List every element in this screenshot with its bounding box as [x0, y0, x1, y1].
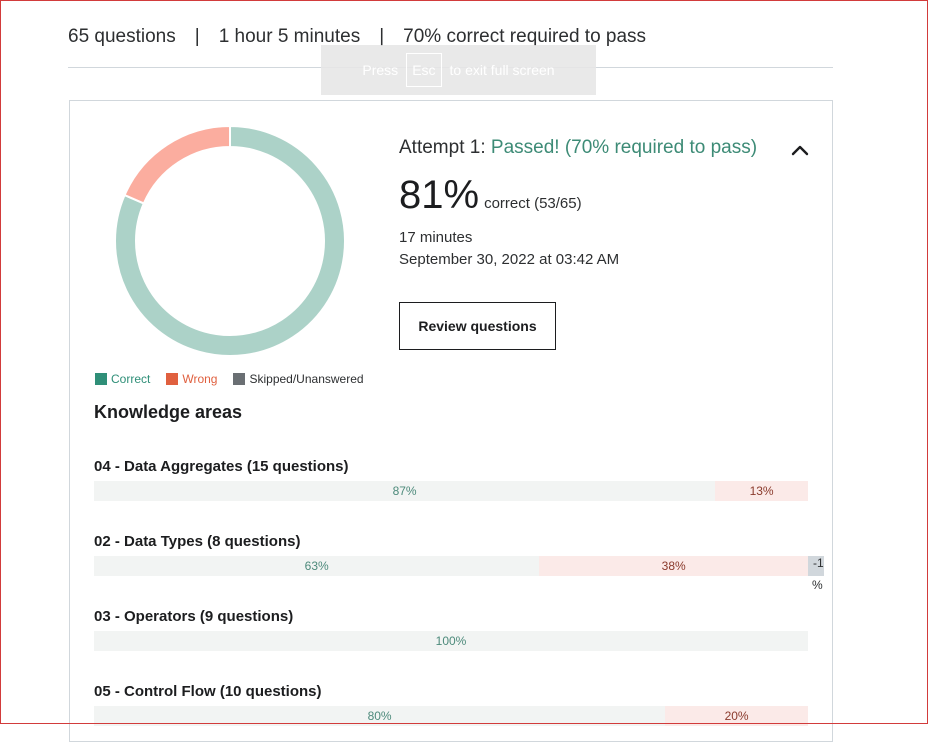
knowledge-area-bar: 80% 20%	[94, 706, 808, 726]
score-detail: correct (53/65)	[484, 195, 582, 212]
attempt-status: Passed! (70% required to pass)	[490, 137, 758, 158]
knowledge-areas-title: Knowledge areas	[94, 402, 243, 422]
bar-segment-skipped: -1	[807, 556, 824, 576]
summary-separator: |	[379, 26, 385, 47]
bar-segment-wrong: 20%	[665, 706, 808, 726]
attempt-card: Correct Wrong Skipped/Unanswered Attempt…	[69, 100, 833, 742]
review-questions-button[interactable]: Review questions	[399, 302, 556, 350]
score-percent: 81%	[399, 173, 480, 217]
score: 81% correct (53/65)	[399, 173, 582, 218]
attempt-heading: Attempt 1: Passed! (70% required to pass…	[399, 137, 757, 159]
fullscreen-notice-suffix: to exit full screen	[449, 62, 555, 78]
legend-label-skipped: Skipped/Unanswered	[249, 372, 364, 386]
bar-segment-skipped-wrap: -1 %	[807, 556, 824, 592]
legend-correct: Correct	[95, 372, 150, 386]
legend-swatch-skipped	[233, 373, 246, 385]
legend-wrong: Wrong	[166, 372, 217, 386]
fullscreen-notice: Press Esc to exit full screen	[321, 45, 596, 95]
legend-skipped: Skipped/Unanswered	[233, 372, 364, 386]
attempt-duration: 17 minutes	[399, 229, 473, 246]
bar-segment-correct: 80%	[94, 706, 666, 726]
legend-swatch-wrong	[166, 373, 179, 385]
attempt-label: Attempt 1:	[399, 137, 486, 158]
question-count: 65 questions	[68, 26, 176, 47]
bar-segment-wrong: 13%	[715, 481, 808, 501]
results-donut-chart	[115, 126, 345, 356]
knowledge-area: 04 - Data Aggregates (15 questions) 87% …	[94, 457, 808, 501]
knowledge-area: 02 - Data Types (8 questions) 63% 38% -1…	[94, 532, 824, 592]
bar-segment-skipped-unit: %	[811, 578, 823, 592]
knowledge-area: 03 - Operators (9 questions) 100%	[94, 607, 808, 651]
knowledge-area-title: 03 - Operators (9 questions)	[94, 608, 294, 625]
attempt-date: September 30, 2022 at 03:42 AM	[399, 251, 620, 268]
knowledge-area-bar: 100%	[94, 631, 808, 651]
bar-segment-wrong: 38%	[539, 556, 808, 576]
knowledge-area-title: 02 - Data Types (8 questions)	[94, 533, 301, 550]
legend-swatch-correct	[95, 373, 107, 385]
knowledge-area-title: 04 - Data Aggregates (15 questions)	[94, 458, 349, 475]
bar-segment-correct: 87%	[94, 481, 716, 501]
bar-segment-correct: 100%	[94, 631, 808, 651]
chart-legend: Correct Wrong Skipped/Unanswered	[95, 372, 364, 386]
time-limit: 1 hour 5 minutes	[218, 26, 361, 47]
knowledge-area-bar: 87% 13%	[94, 481, 808, 501]
summary-separator: |	[194, 26, 200, 47]
donut-slice-wrong	[123, 126, 231, 205]
knowledge-area-bar: 63% 38% -1 %	[94, 556, 824, 592]
pass-requirement: 70% correct required to pass	[403, 26, 647, 47]
exam-summary: 65 questions | 1 hour 5 minutes | 70% correc…	[68, 26, 646, 48]
chevron-up-icon[interactable]	[790, 140, 810, 160]
legend-label-wrong: Wrong	[182, 372, 218, 386]
knowledge-area: 05 - Control Flow (10 questions) 80% 20%	[94, 682, 808, 726]
donut-slice-correct	[115, 126, 345, 356]
bar-segment-correct: 63%	[94, 556, 540, 576]
esc-key: Esc	[406, 53, 442, 87]
legend-label-correct: Correct	[111, 372, 151, 386]
knowledge-area-title: 05 - Control Flow (10 questions)	[94, 683, 322, 700]
fullscreen-notice-prefix: Press	[362, 62, 399, 78]
